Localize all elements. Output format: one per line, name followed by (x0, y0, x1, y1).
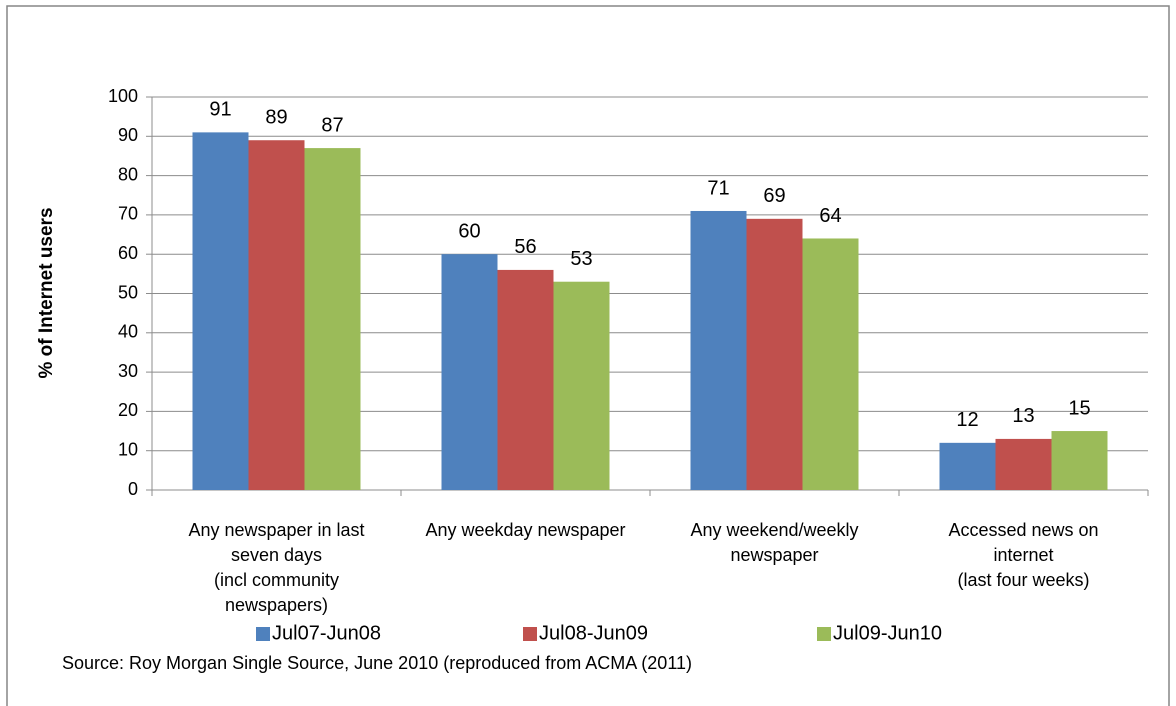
data-label: 15 (1068, 397, 1090, 419)
bar (304, 148, 361, 490)
y-tick-label: 70 (118, 204, 138, 224)
y-tick-label: 90 (118, 125, 138, 145)
data-label: 71 (707, 177, 729, 199)
data-label: 89 (265, 107, 287, 129)
bar (995, 438, 1052, 490)
y-tick-label: 0 (128, 479, 138, 499)
x-tick-label: Any weekend/weekly newspaper (690, 520, 858, 565)
bar (939, 442, 996, 490)
data-label: 53 (570, 248, 592, 270)
legend-label: Jul09-Jun10 (833, 622, 942, 644)
bar (1051, 431, 1108, 490)
data-label: 64 (819, 205, 841, 227)
data-label: 56 (514, 236, 536, 258)
bar (802, 238, 859, 490)
bar (192, 132, 249, 490)
y-axis-title: % of Internet users (36, 207, 57, 378)
y-tick-label: 20 (118, 400, 138, 420)
legend-label: Jul07-Jun08 (272, 622, 381, 644)
data-label: 12 (956, 409, 978, 431)
data-label: 13 (1012, 405, 1034, 427)
data-label: 87 (321, 114, 343, 136)
y-tick-label: 100 (108, 86, 138, 106)
y-tick-label: 40 (118, 322, 138, 342)
x-tick-label: Accessed news on internet (last four weeks… (948, 520, 1098, 590)
y-tick-label: 10 (118, 439, 138, 459)
bar (497, 269, 554, 490)
y-tick-label: 80 (118, 164, 138, 184)
legend-swatch (817, 627, 831, 641)
data-label: 69 (763, 185, 785, 207)
legend-label: Jul08-Jun09 (539, 622, 648, 644)
y-tick-label: 50 (118, 282, 138, 302)
legend-swatch (523, 627, 537, 641)
x-tick-label: Any weekday newspaper (425, 520, 625, 540)
source-note: Source: Roy Morgan Single Source, June 2… (62, 653, 692, 673)
chart-frame (6, 5, 1170, 706)
bar (690, 210, 747, 490)
y-tick-label: 60 (118, 243, 138, 263)
bar (248, 140, 305, 491)
data-label: 91 (209, 99, 231, 121)
bar (746, 218, 803, 490)
y-tick-label: 30 (118, 361, 138, 381)
legend-swatch (256, 627, 270, 641)
bar (553, 281, 610, 490)
x-tick-label: Any newspaper in last seven days (incl com… (188, 520, 364, 615)
data-label: 60 (458, 220, 480, 242)
bar (441, 254, 498, 490)
